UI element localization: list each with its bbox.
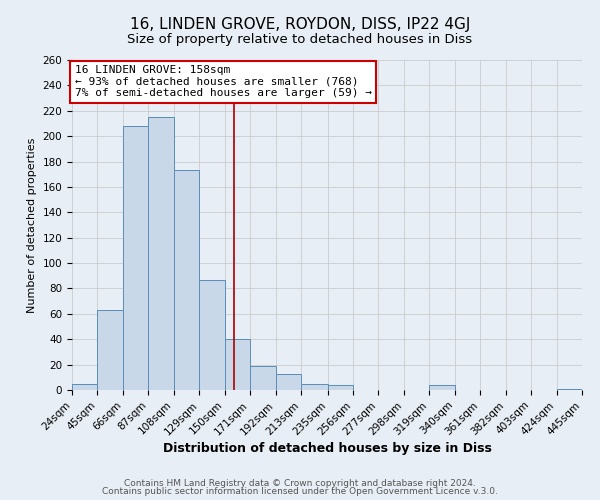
Bar [123,126,148,390]
Text: Contains HM Land Registry data © Crown copyright and database right 2024.: Contains HM Land Registry data © Crown c… [124,478,476,488]
Text: Size of property relative to detached houses in Diss: Size of property relative to detached ho… [127,32,473,46]
Bar [224,339,250,390]
Bar [430,385,455,390]
Bar [199,280,224,390]
Bar [275,374,301,390]
Bar [328,385,353,390]
Bar [148,117,174,390]
Bar [174,170,199,390]
Bar [557,388,582,390]
Text: Contains public sector information licensed under the Open Government Licence v.: Contains public sector information licen… [102,487,498,496]
X-axis label: Distribution of detached houses by size in Diss: Distribution of detached houses by size … [163,442,491,455]
Bar [72,384,97,390]
Text: 16, LINDEN GROVE, ROYDON, DISS, IP22 4GJ: 16, LINDEN GROVE, ROYDON, DISS, IP22 4GJ [130,18,470,32]
Bar [301,384,328,390]
Y-axis label: Number of detached properties: Number of detached properties [27,138,37,312]
Bar [97,310,123,390]
Bar [250,366,275,390]
Text: 16 LINDEN GROVE: 158sqm
← 93% of detached houses are smaller (768)
7% of semi-de: 16 LINDEN GROVE: 158sqm ← 93% of detache… [74,65,371,98]
